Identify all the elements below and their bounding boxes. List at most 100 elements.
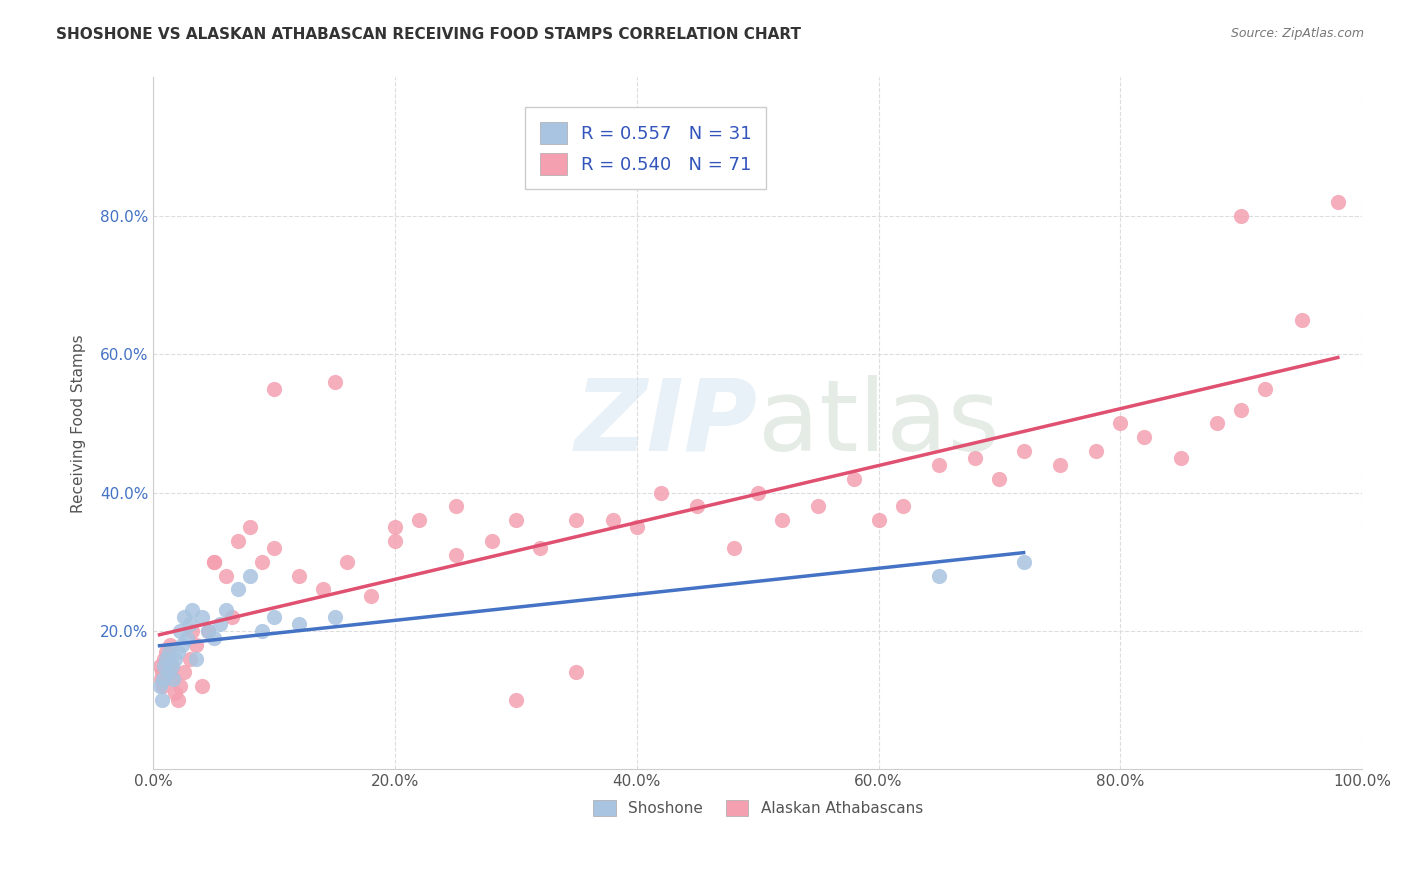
Point bbox=[384, 520, 406, 534]
Point bbox=[169, 624, 191, 638]
Point bbox=[1206, 417, 1229, 431]
Point bbox=[505, 693, 527, 707]
Point bbox=[172, 638, 194, 652]
Point bbox=[197, 624, 219, 638]
Point bbox=[1133, 430, 1156, 444]
Point bbox=[263, 541, 285, 555]
Point bbox=[165, 651, 187, 665]
Point bbox=[287, 568, 309, 582]
Point bbox=[323, 610, 346, 624]
Point bbox=[444, 548, 467, 562]
Point bbox=[162, 673, 184, 687]
Point bbox=[191, 679, 214, 693]
Point bbox=[1012, 555, 1035, 569]
Point bbox=[156, 651, 179, 665]
Point bbox=[179, 617, 201, 632]
Point bbox=[226, 582, 249, 597]
Point bbox=[444, 500, 467, 514]
Point bbox=[191, 610, 214, 624]
Point bbox=[179, 651, 201, 665]
Point bbox=[807, 500, 830, 514]
Legend: Shoshone, Alaskan Athabascans: Shoshone, Alaskan Athabascans bbox=[585, 793, 931, 824]
Point bbox=[844, 472, 866, 486]
Point bbox=[287, 617, 309, 632]
Point bbox=[1170, 450, 1192, 465]
Point bbox=[650, 485, 672, 500]
Point bbox=[184, 638, 207, 652]
Point bbox=[565, 513, 588, 527]
Point bbox=[153, 651, 176, 665]
Point bbox=[155, 651, 177, 665]
Point bbox=[149, 673, 172, 687]
Point bbox=[197, 624, 219, 638]
Point bbox=[928, 568, 950, 582]
Point bbox=[1085, 444, 1108, 458]
Point bbox=[312, 582, 335, 597]
Point bbox=[336, 555, 359, 569]
Point bbox=[891, 500, 914, 514]
Point bbox=[1049, 458, 1071, 472]
Point bbox=[263, 382, 285, 396]
Point bbox=[166, 645, 188, 659]
Point bbox=[160, 658, 183, 673]
Point bbox=[747, 485, 769, 500]
Point bbox=[202, 631, 225, 645]
Point bbox=[215, 603, 238, 617]
Point bbox=[160, 658, 183, 673]
Point bbox=[1012, 444, 1035, 458]
Text: Source: ZipAtlas.com: Source: ZipAtlas.com bbox=[1230, 27, 1364, 40]
Point bbox=[152, 679, 174, 693]
Point bbox=[723, 541, 745, 555]
Point bbox=[868, 513, 890, 527]
Point bbox=[408, 513, 430, 527]
Point bbox=[202, 555, 225, 569]
Point bbox=[626, 520, 648, 534]
Point bbox=[165, 686, 187, 700]
Point bbox=[181, 603, 204, 617]
Point bbox=[481, 533, 503, 548]
Point bbox=[150, 693, 173, 707]
Point bbox=[529, 541, 551, 555]
Point bbox=[208, 617, 231, 632]
Point bbox=[602, 513, 624, 527]
Point bbox=[157, 665, 180, 680]
Point bbox=[169, 679, 191, 693]
Point bbox=[152, 673, 174, 687]
Point bbox=[156, 665, 179, 680]
Point bbox=[263, 610, 285, 624]
Point bbox=[252, 555, 274, 569]
Point bbox=[323, 375, 346, 389]
Point bbox=[770, 513, 793, 527]
Point bbox=[176, 631, 198, 645]
Point bbox=[157, 645, 180, 659]
Point bbox=[181, 624, 204, 638]
Point bbox=[226, 533, 249, 548]
Point bbox=[215, 568, 238, 582]
Text: atlas: atlas bbox=[758, 375, 1000, 472]
Point bbox=[1291, 312, 1313, 326]
Point bbox=[184, 651, 207, 665]
Point bbox=[153, 658, 176, 673]
Point bbox=[173, 665, 195, 680]
Point bbox=[162, 673, 184, 687]
Point bbox=[1327, 194, 1350, 209]
Point bbox=[155, 645, 177, 659]
Point bbox=[384, 533, 406, 548]
Point bbox=[166, 693, 188, 707]
Point bbox=[221, 610, 243, 624]
Point bbox=[150, 665, 173, 680]
Point bbox=[988, 472, 1011, 486]
Point bbox=[173, 610, 195, 624]
Point bbox=[565, 665, 588, 680]
Point bbox=[148, 658, 170, 673]
Point bbox=[239, 520, 262, 534]
Point bbox=[202, 555, 225, 569]
Point bbox=[965, 450, 987, 465]
Point bbox=[686, 500, 709, 514]
Point bbox=[159, 638, 181, 652]
Point bbox=[360, 590, 382, 604]
Point bbox=[928, 458, 950, 472]
Text: SHOSHONE VS ALASKAN ATHABASCAN RECEIVING FOOD STAMPS CORRELATION CHART: SHOSHONE VS ALASKAN ATHABASCAN RECEIVING… bbox=[56, 27, 801, 42]
Point bbox=[239, 568, 262, 582]
Point bbox=[505, 513, 527, 527]
